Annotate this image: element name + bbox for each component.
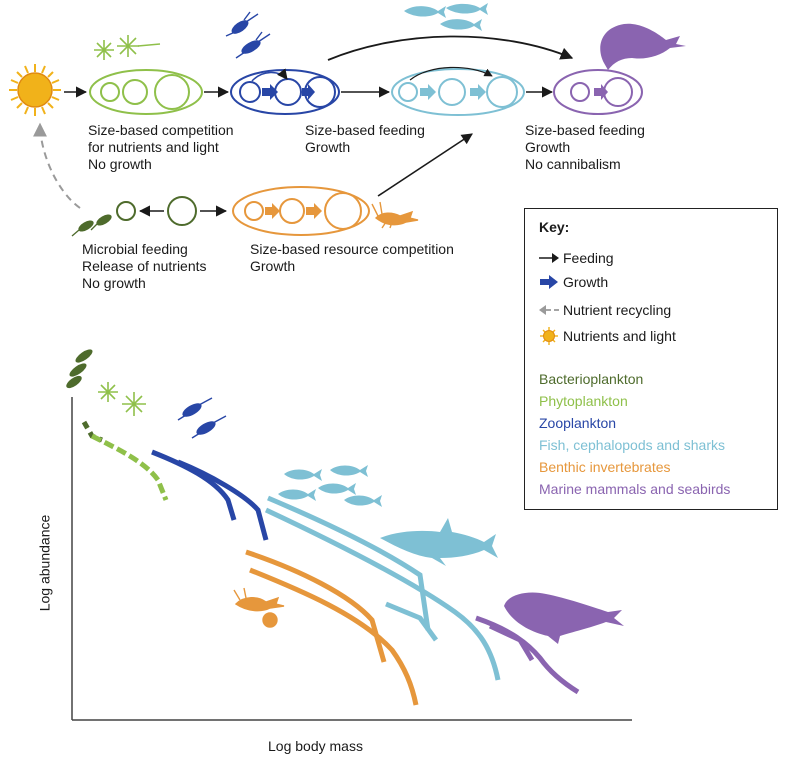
bacteria-icon-bottom (66, 349, 93, 389)
key-group-bacterio: Bacterioplankton (539, 371, 644, 387)
phytoplankton-icon-bottom (98, 382, 146, 416)
microbe-label-line-2: Release of nutrients (82, 258, 207, 274)
benthic-to-fish-arrow (377, 133, 473, 197)
nutrient-recycling-arrow (33, 122, 81, 209)
zoo-label: Size-based feeding Growth (305, 122, 425, 156)
microbe-label: Microbial feeding Release of nutrients N… (82, 241, 207, 292)
key-group-benthic: Benthic invertebrates (539, 459, 671, 475)
key-nutrients-label: Nutrients and light (563, 328, 676, 344)
microbe-label-line-3: No growth (82, 275, 146, 291)
benthic-label-line-1: Size-based resource competition (250, 241, 454, 257)
lobster-icon-bottom (233, 587, 285, 628)
mammal-label: Size-based feeding Growth No cannibalism (525, 122, 645, 173)
feeding-arrow-icon (539, 253, 559, 263)
phyto-label-line-1: Size-based competition (88, 122, 234, 138)
phytoplankton-group (89, 69, 203, 115)
zooplankton-icon-bottom (177, 397, 227, 439)
fish-school-icon (404, 3, 488, 31)
key-row-growth: Growth (537, 273, 608, 291)
fish-growth-arrows (420, 84, 486, 100)
recycling-arrow-icon (539, 305, 559, 315)
phyto-label-line-3: No growth (88, 156, 152, 172)
benthic-label: Size-based resource competition Growth (250, 241, 454, 275)
key-row-nutrients: Nutrients and light (537, 327, 676, 345)
phyto-label: Size-based competition for nutrients and… (88, 122, 234, 173)
benthic-curves (245, 549, 419, 706)
fish-curves (264, 495, 501, 681)
mammal-label-line-2: Growth (525, 139, 571, 155)
benthic-group (232, 186, 370, 236)
key-row-recycling: Nutrient recycling (537, 301, 671, 319)
zoo-label-line-2: Growth (305, 139, 351, 155)
microbe-group (116, 196, 197, 226)
benthic-growth-arrows (265, 203, 322, 219)
phyto-curve (90, 433, 169, 501)
key-group-phyto: Phytoplankton (539, 393, 628, 409)
lobster-icon (371, 201, 419, 229)
seal-icon (504, 592, 624, 644)
nutrients-sun-icon (540, 327, 558, 345)
key-recycling-label: Nutrient recycling (563, 302, 672, 318)
bacteria-icon (71, 214, 112, 237)
zoo-curves (151, 449, 269, 541)
zoo-label-line-1: Size-based feeding (305, 122, 425, 138)
zooplankton-group (230, 68, 340, 115)
mammal-label-line-1: Size-based feeding (525, 122, 645, 138)
growth-arrow-icon (540, 275, 558, 289)
microbe-label-line-1: Microbial feeding (82, 241, 188, 257)
phyto-label-line-2: for nutrients and light (88, 139, 219, 155)
mammal-growth-arrow (594, 84, 608, 100)
fish-school-icon-bottom (278, 465, 382, 507)
key-feeding-label: Feeding (563, 250, 614, 266)
sun-icon (9, 64, 61, 116)
key-growth-label: Growth (563, 274, 609, 290)
key-group-zoo: Zooplankton (539, 415, 617, 431)
mammal-curves (475, 615, 580, 695)
zoo-growth-arrows (262, 84, 315, 100)
zoo-to-mammal-arrow (327, 35, 574, 61)
key-group-mammal: Marine mammals and seabirds (539, 481, 731, 497)
key-row-feeding: Feeding (537, 249, 614, 267)
phytoplankton-icon (94, 35, 161, 60)
zooplankton-icon (225, 11, 271, 59)
key-title: Key: (539, 219, 570, 235)
whale-icon (600, 23, 686, 71)
y-axis-label: Log abundance (36, 514, 53, 612)
benthic-label-line-2: Growth (250, 258, 296, 274)
mammal-label-line-3: No cannibalism (525, 156, 621, 172)
key-legend: Key: Feeding Growth Nutrient recycling (524, 208, 778, 510)
x-axis-label: Log body mass (268, 738, 363, 754)
shark-icon (380, 518, 498, 566)
key-group-fish: Fish, cephalopods and sharks (539, 437, 725, 453)
fish-group (391, 66, 525, 116)
